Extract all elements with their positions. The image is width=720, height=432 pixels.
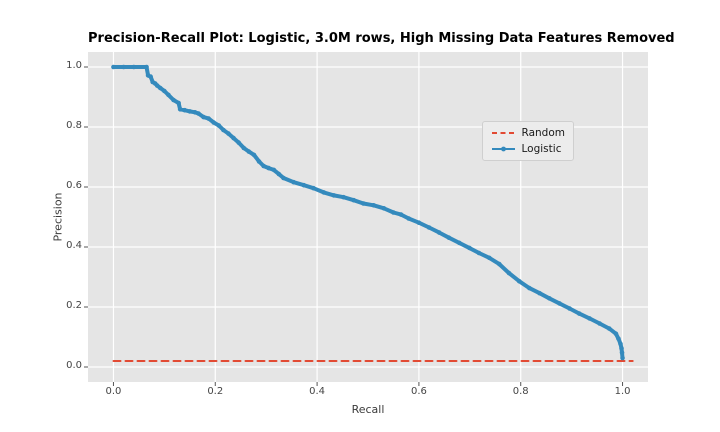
series-marker-dot <box>187 109 193 114</box>
series-marker-dot <box>619 350 625 355</box>
series-marker-dot <box>281 175 286 181</box>
x-tick-label: 1.0 <box>614 386 631 397</box>
series-marker-dot <box>246 149 252 154</box>
series-marker-dot <box>236 140 241 145</box>
series-marker-dot <box>587 316 592 321</box>
series-marker-dot <box>201 114 206 120</box>
series-marker-dot <box>216 123 222 128</box>
legend-item-logistic: Logistic <box>491 142 565 156</box>
series-marker-dot <box>361 201 366 206</box>
legend-label: Logistic <box>521 143 562 155</box>
series-marker-dot <box>211 120 217 125</box>
y-tick-label: 0.6 <box>66 180 82 191</box>
series-marker-dot <box>121 64 126 70</box>
y-tick-label: 0.2 <box>66 300 82 311</box>
series-marker-dot <box>416 220 422 225</box>
series-marker-dot <box>456 240 462 246</box>
series-marker-dot <box>567 306 572 311</box>
y-tick-label: 1.0 <box>66 60 82 71</box>
series-marker-dot <box>406 216 412 221</box>
series-marker-dot <box>557 301 562 306</box>
x-tick-label: 0.6 <box>410 386 427 397</box>
series-marker-dot <box>241 145 247 151</box>
series-marker-dot <box>331 193 337 198</box>
series-marker-dot <box>182 107 188 113</box>
series-marker-dot <box>607 326 612 331</box>
series-marker-dot <box>221 127 226 133</box>
legend-item-random: Random <box>491 126 565 140</box>
series-marker-dot <box>597 321 602 326</box>
series-marker-dot <box>476 250 482 256</box>
x-tick-label: 0.2 <box>207 386 224 397</box>
series-marker-dot <box>619 346 624 351</box>
series-marker-dot <box>613 331 619 337</box>
series-marker-dot <box>311 185 316 191</box>
series-marker-dot <box>546 296 552 301</box>
series-marker-dot <box>371 203 376 208</box>
series-marker-dot <box>162 88 167 94</box>
series-marker-dot <box>391 210 396 215</box>
series-marker-dot <box>618 341 623 347</box>
series-marker-dot <box>486 255 492 261</box>
series-marker-dot <box>616 336 621 342</box>
series-marker-dot <box>256 159 262 164</box>
y-tick-label: 0.8 <box>66 120 82 131</box>
series-marker-dot <box>497 261 502 267</box>
series-marker-dot <box>398 212 404 217</box>
series-marker-dot <box>537 290 542 296</box>
series-marker-dot <box>576 311 582 316</box>
plot-canvas <box>84 52 648 386</box>
series-marker-dot <box>436 230 442 235</box>
series-marker-dot <box>226 131 231 136</box>
chart-title: Precision-Recall Plot: Logistic, 3.0M ro… <box>88 31 675 46</box>
series-marker-dot <box>131 64 137 70</box>
series-marker-dot <box>291 179 296 185</box>
series-marker-dot <box>506 270 512 276</box>
series-marker-dot <box>148 74 153 79</box>
series-marker-dot <box>157 85 163 91</box>
y-tick-label: 0.0 <box>66 360 82 371</box>
legend-line-sample-icon <box>491 146 515 152</box>
series-marker-dot <box>266 165 272 171</box>
x-tick-label: 0.8 <box>512 386 529 397</box>
series-marker-dot <box>111 64 116 70</box>
series-marker-dot <box>381 206 387 211</box>
series-marker-dot <box>192 110 198 115</box>
x-axis-label: Recall <box>351 403 385 416</box>
legend-line-sample-icon <box>491 132 515 134</box>
series-marker-dot <box>321 190 327 195</box>
y-tick-label: 0.4 <box>66 240 82 251</box>
series-marker-dot <box>301 182 307 188</box>
x-tick-label: 0.4 <box>309 386 326 397</box>
series-marker-dot <box>271 167 277 173</box>
series-marker-dot <box>196 111 201 116</box>
x-tick-label: 0.0 <box>105 386 122 397</box>
series-marker-dot <box>351 197 357 203</box>
series-marker-dot <box>446 235 452 240</box>
series-marker-dot <box>426 225 432 230</box>
y-axis-label: Precision <box>51 192 65 242</box>
series-marker-dot <box>206 116 211 121</box>
plot-area: Random Logistic <box>84 52 648 386</box>
series-marker-dot <box>171 97 176 103</box>
series-marker-dot <box>177 107 183 112</box>
series-marker-dot <box>176 100 181 106</box>
series-marker-dot <box>620 355 625 361</box>
series-marker-dot <box>231 135 236 141</box>
series-marker-dot <box>467 245 472 251</box>
series-marker-dot <box>251 152 257 158</box>
series-marker-dot <box>341 194 346 200</box>
series-marker-dot <box>261 163 266 169</box>
legend-label: Random <box>521 127 565 139</box>
series-marker-dot <box>527 285 532 291</box>
series-marker-dot <box>166 92 171 98</box>
series-marker-dot <box>276 171 282 177</box>
series-marker-dot <box>144 64 149 70</box>
series-marker-dot <box>516 278 522 284</box>
legend: Random Logistic <box>481 121 574 161</box>
